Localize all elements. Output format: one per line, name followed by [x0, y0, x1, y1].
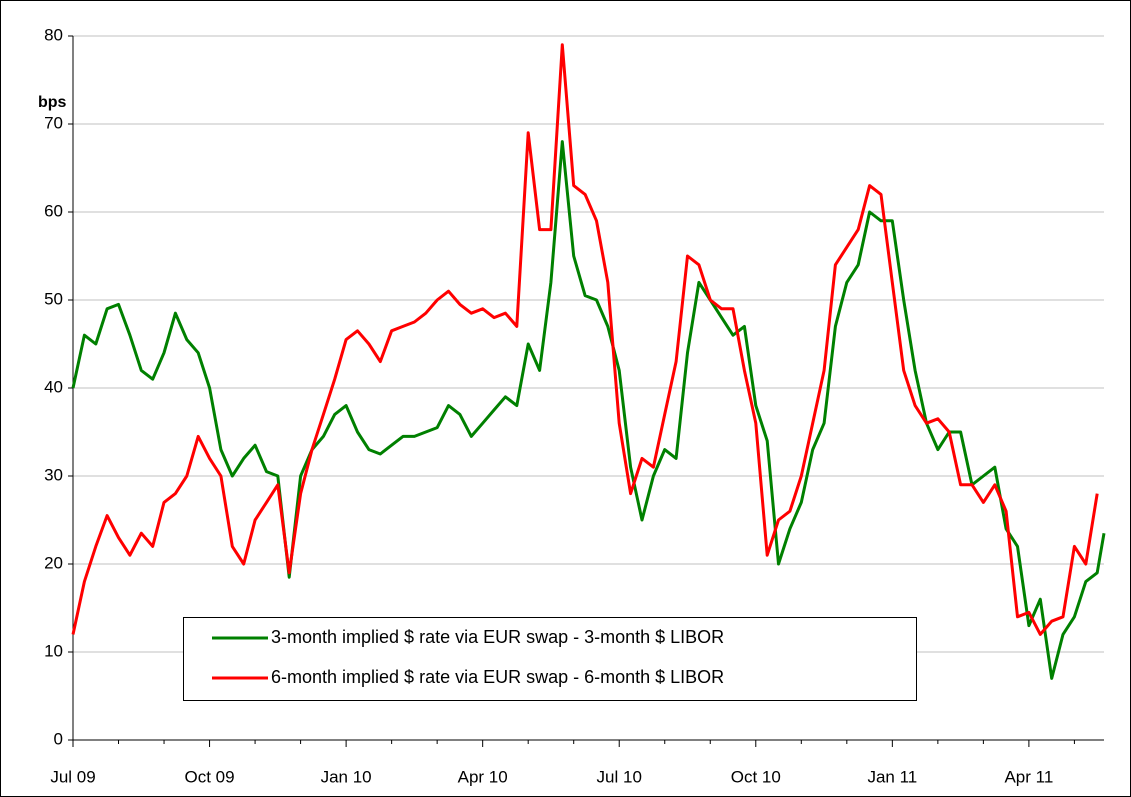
x-tick-label: Oct 09: [185, 767, 235, 786]
y-tick-label: 70: [44, 113, 63, 132]
y-tick-label: 10: [44, 641, 63, 660]
y-axis-label: bps: [38, 94, 67, 111]
line-series: [71, 43, 1099, 636]
x-tick-label: Jul 10: [597, 767, 642, 786]
line-series: [71, 140, 1106, 680]
y-tick-label: 80: [44, 25, 63, 44]
y-tick-label: 30: [44, 465, 63, 484]
x-tick-label: Apr 11: [1004, 767, 1053, 786]
legend-box: [183, 617, 917, 701]
legend-label: 3-month implied $ rate via EUR swap - 3-…: [271, 627, 724, 647]
legend-label: 6-month implied $ rate via EUR swap - 6-…: [271, 667, 724, 687]
y-tick-label: 20: [44, 553, 63, 572]
x-tick-label: Jan 10: [321, 767, 372, 786]
y-tick-label: 60: [44, 201, 63, 220]
y-tick-label: 40: [44, 377, 63, 396]
x-tick-label: Apr 10: [458, 767, 508, 786]
x-tick-label: Jan 11: [867, 767, 917, 786]
y-tick-label: 0: [54, 729, 63, 748]
x-tick-label: Jul 09: [50, 767, 95, 786]
x-tick-label: Oct 10: [731, 767, 781, 786]
legend: 3-month implied $ rate via EUR swap - 3-…: [183, 617, 917, 701]
y-tick-label: 50: [44, 289, 63, 308]
